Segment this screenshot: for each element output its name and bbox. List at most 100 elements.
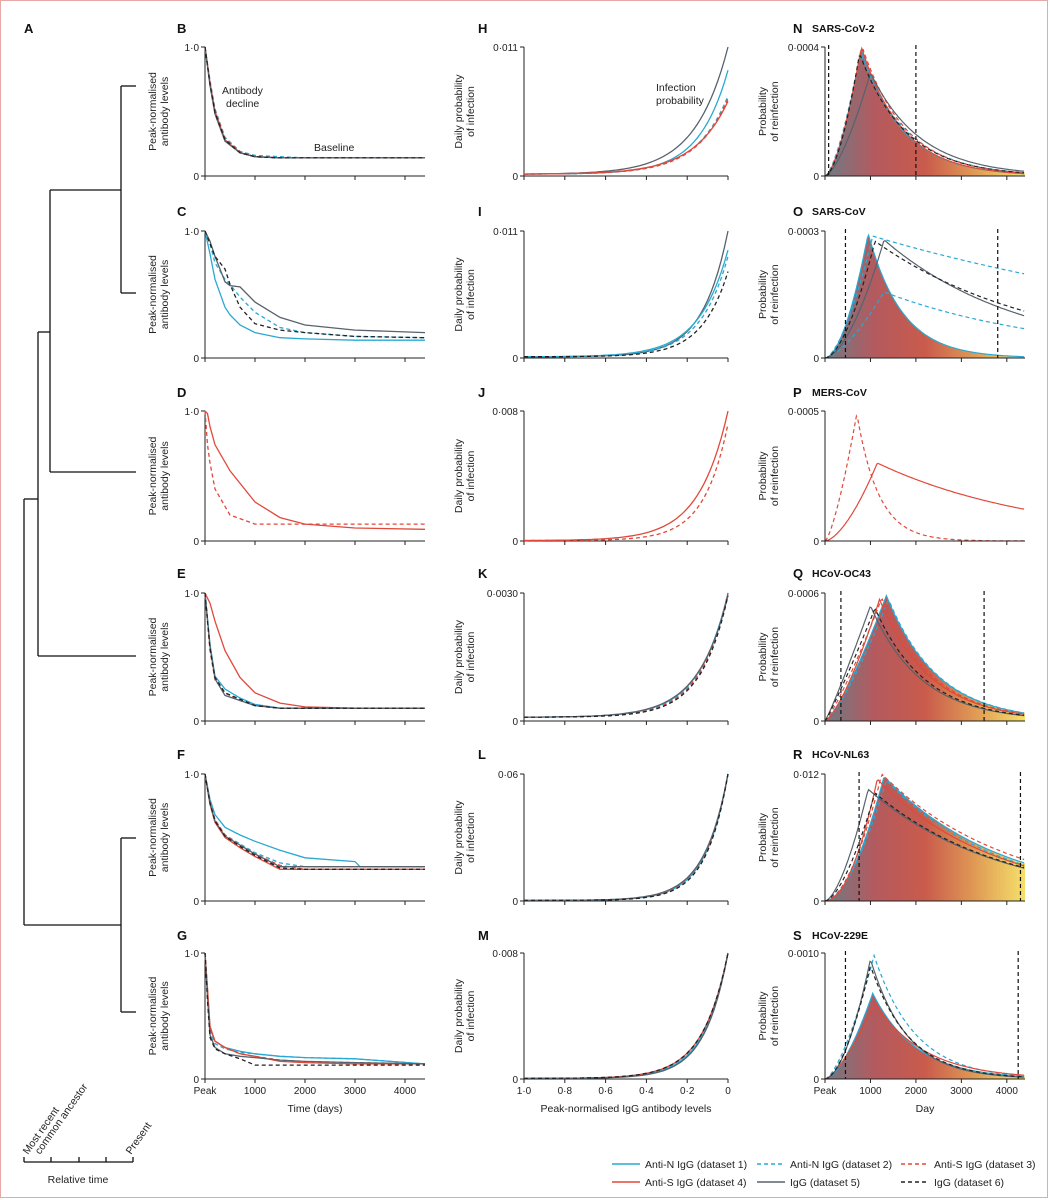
virus-name-P: MERS-CoV	[812, 387, 867, 399]
line-K-dataset-6	[524, 595, 729, 718]
ytick-label-top-D: 1·0	[185, 407, 200, 418]
line-I-dataset-1	[524, 249, 729, 358]
line-E-dataset-5	[204, 592, 425, 709]
annotation-infection-probability-2: probability	[656, 95, 705, 107]
y-axis-title-G-line: antibody levels	[159, 981, 171, 1050]
panel-letter-N: N	[793, 21, 802, 36]
y-axis-title-M-line: of infection	[465, 990, 477, 1041]
line-N-dataset-5	[824, 73, 1025, 177]
panel-M-xtick-label: 0·4	[639, 1086, 654, 1097]
legend-label-6: IgG (dataset 6)	[934, 1177, 1004, 1189]
y-axis-title-I: Daily probability of infection	[453, 257, 477, 332]
ytick-label-bottom-I: 0	[512, 354, 518, 365]
y-axis-title-F-line: antibody levels	[159, 803, 171, 872]
ytick-label-bottom-S: 0	[813, 1075, 819, 1086]
ytick-label-bottom-K: 0	[512, 717, 518, 728]
line-Q-dataset-5	[824, 606, 1025, 722]
y-axis-title-R-line: of reinfection	[769, 807, 781, 867]
area-O	[825, 235, 1025, 358]
line-Q-dataset-3	[824, 598, 1025, 722]
line-Q-dataset-6	[824, 608, 1025, 722]
line-N-dataset-4	[824, 46, 1025, 177]
y-axis-title-B-line: antibody levels	[159, 77, 171, 146]
line-R-dataset-5	[824, 788, 1025, 902]
line-G-dataset-5	[204, 952, 426, 1065]
y-axis-title-N-line: Probability	[757, 86, 769, 136]
panel-letter-O: O	[793, 204, 803, 219]
y-axis-title-E-line: antibody levels	[159, 622, 171, 691]
line-H-dataset-3	[524, 98, 729, 175]
annotation-infection-probability-1: Infection	[656, 82, 696, 94]
line-G-dataset-2	[204, 952, 426, 1065]
ytick-label-bottom-J: 0	[512, 537, 518, 548]
y-axis-title-B: Peak-normalised antibody levels	[147, 72, 171, 151]
ytick-label-top-M: 0·008	[492, 949, 518, 960]
panel-letter-B: B	[177, 21, 186, 36]
y-axis-title-H-line: Daily probability	[453, 74, 465, 149]
line-O-dataset-2	[824, 235, 1025, 359]
line-I-dataset-5	[524, 230, 729, 358]
ytick-label-bottom-C: 0	[193, 354, 199, 365]
virus-name-S: HCoV-229E	[812, 930, 868, 942]
line-R-dataset-6	[824, 792, 1025, 902]
line-I-dataset-2	[524, 256, 729, 358]
line-R-dataset-3	[824, 773, 1025, 902]
line-M-dataset-5	[524, 952, 729, 1080]
line-G-dataset-3	[204, 952, 426, 1065]
panel-letter-G: G	[177, 928, 187, 943]
annotation-antibody-decline-2: decline	[226, 98, 259, 110]
y-axis-title-J-line: Daily probability	[453, 438, 465, 513]
virus-name-Q: HCoV-OC43	[812, 568, 871, 580]
y-axis-title-S: Probability of reinfection	[757, 986, 781, 1046]
y-axis-title-L-line: of infection	[465, 812, 477, 863]
line-G-dataset-1	[204, 952, 426, 1065]
virus-name-N: SARS-CoV-2	[812, 23, 875, 35]
legend-label-3: Anti-S IgG (dataset 3)	[934, 1159, 1036, 1171]
line-L-dataset-3	[524, 773, 729, 902]
line-E-dataset-3	[204, 592, 425, 709]
area-N	[825, 49, 1025, 176]
xtick-label-S: 4000	[996, 1086, 1019, 1097]
time-label-present: Present	[124, 1120, 155, 1157]
panel-M-xtick-label: 0·8	[558, 1086, 573, 1097]
line-K-dataset-1	[523, 592, 729, 718]
line-O-dataset-5	[824, 239, 1025, 359]
line-M-dataset-2	[524, 952, 729, 1080]
y-axis-title-K: Daily probability of infection	[453, 619, 477, 694]
ytick-label-top-R: 0·012	[793, 770, 819, 781]
panel-letter-D: D	[177, 385, 186, 400]
line-G-dataset-6	[204, 952, 425, 1066]
xtick-label-S: 2000	[905, 1086, 928, 1097]
line-R-dataset-4	[824, 779, 1025, 902]
y-axis-title-F: Peak-normalised antibody levels	[147, 798, 171, 877]
ytick-label-bottom-R: 0	[813, 897, 819, 908]
y-axis-title-C-line: antibody levels	[159, 260, 171, 329]
y-axis-title-S-line: Probability	[757, 991, 769, 1041]
line-E-dataset-4	[204, 592, 425, 709]
y-axis-title-Q-line: of reinfection	[769, 627, 781, 687]
ytick-label-bottom-L: 0	[512, 897, 518, 908]
ytick-label-top-I: 0·011	[493, 227, 518, 238]
line-E-dataset-6	[204, 592, 425, 709]
line-F-dataset-4	[204, 773, 425, 870]
xtick-label-G: 2000	[294, 1086, 317, 1097]
y-axis-title-J: Daily probability of infection	[453, 438, 477, 513]
line-E-dataset-2	[204, 592, 425, 709]
y-axis-title-I-line: Daily probability	[453, 257, 465, 332]
y-axis-title-P-line: of reinfection	[769, 446, 781, 506]
y-axis-title-L-line: Daily probability	[453, 800, 465, 875]
y-axis-title-S-line: of reinfection	[769, 986, 781, 1046]
ytick-label-top-Q: 0·0006	[788, 589, 820, 600]
y-axis-title-F-line: Peak-normalised	[147, 798, 159, 877]
y-axis-title-D-line: antibody levels	[159, 441, 171, 510]
y-axis-title-H: Daily probability of infection	[453, 74, 477, 149]
y-axis-title-P-line: Probability	[757, 451, 769, 501]
line-M-dataset-1	[524, 952, 729, 1080]
line-O-dataset-1	[824, 233, 1025, 359]
legend-label-4: Anti-S IgG (dataset 4)	[645, 1177, 747, 1189]
xtick-label-G: Peak	[194, 1086, 218, 1097]
line-C-dataset-6	[204, 230, 426, 339]
panel-M-xtick-label: 1·0	[517, 1086, 532, 1097]
panel-letter-A: A	[24, 21, 34, 36]
y-axis-title-P: Probability of reinfection	[757, 446, 781, 506]
